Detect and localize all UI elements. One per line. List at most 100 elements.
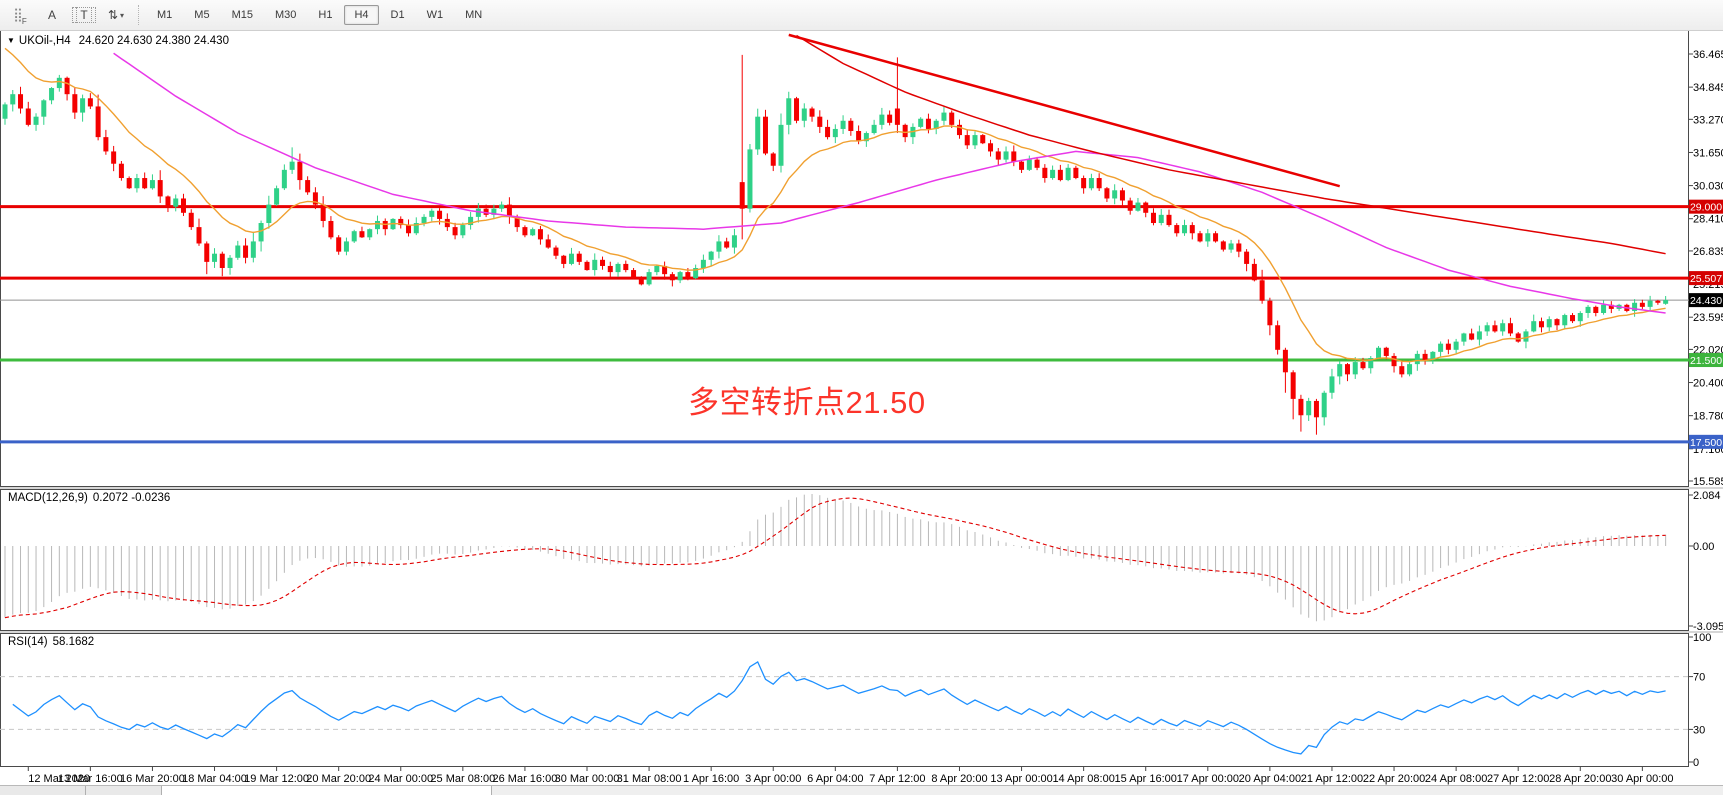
candle-body-down [64, 77, 70, 95]
pane-splitter[interactable] [0, 631, 1723, 633]
candle-body-down [142, 178, 148, 189]
pane-splitter[interactable] [0, 487, 1723, 489]
candle-body-down [770, 153, 776, 166]
candle-body-up [1050, 169, 1056, 179]
candle-body-up [250, 241, 256, 258]
candle-body-up [863, 133, 869, 142]
candle-body-up [832, 128, 838, 138]
candle-body-down [561, 255, 567, 264]
timeframe-button-h1[interactable]: H1 [318, 9, 333, 21]
macd-histogram [4, 494, 1667, 622]
candle-body-down [157, 180, 163, 197]
candle-body-up [1158, 214, 1164, 224]
symbol-dropdown-icon[interactable]: ▼ [7, 36, 15, 45]
price-axis-label: 28.410 [1693, 214, 1723, 226]
time-axis-label: 3 Apr 00:00 [745, 773, 801, 785]
candle-body-down [724, 241, 730, 248]
candle-body-down [95, 106, 101, 138]
price-axis-label: 30.030 [1693, 181, 1723, 193]
time-axis-label: 22 Apr 20:00 [1363, 773, 1425, 785]
chart-text-annotation[interactable]: 多空转折点21.50 [688, 385, 926, 420]
candle-body-down [1251, 263, 1257, 281]
candle-body-down [1081, 178, 1087, 189]
red-trendline[interactable] [788, 33, 1341, 188]
candle-body-up [1601, 304, 1607, 313]
candle-body-up [972, 135, 978, 146]
candle-body-up [10, 94, 16, 105]
candle-body-up [266, 204, 272, 224]
candle-body-up [1500, 323, 1506, 332]
macd-axis-label: -3.0957 [1693, 621, 1723, 633]
timeframe-button-w1[interactable]: W1 [426, 9, 444, 21]
timeframe-button-d1[interactable]: D1 [390, 9, 405, 21]
candle-body-up [871, 124, 877, 134]
status-segment[interactable] [0, 786, 86, 795]
candle-body-up [258, 223, 264, 242]
candle-body-down [576, 253, 582, 262]
candle-body-down [1236, 243, 1242, 252]
timeframe-button-m30[interactable]: M30 [274, 9, 297, 21]
candle-body-down [359, 231, 365, 238]
candle-body-up [1531, 321, 1537, 332]
status-segment[interactable] [86, 786, 162, 795]
price-axis[interactable]: 36.465 34.845 33.270 31.650 30.030 28.410 26.8… [1689, 49, 1723, 488]
time-axis-label: 13 Mar 16:00 [58, 773, 123, 785]
candle-body-down [607, 265, 613, 273]
rsi-pane[interactable] [0, 633, 1689, 767]
grid-f-icon[interactable]: ⣿ F [13, 7, 27, 26]
time-axis-label: 26 Mar 16:00 [493, 773, 558, 785]
candle-body-down [1282, 349, 1288, 373]
price-badge-text: 29.000 [1690, 202, 1722, 214]
candle-body-down [1298, 398, 1304, 416]
timeframe-button-h4[interactable]: H4 [344, 5, 379, 25]
candle-body-down [1143, 202, 1149, 213]
candle-body-down [111, 151, 117, 164]
status-bar [0, 785, 1723, 795]
text-box-icon[interactable]: T [70, 3, 98, 27]
indicator-arrows-icon[interactable]: ⇅ ▾ [107, 8, 125, 22]
candle-body-up [879, 114, 885, 125]
candle-body-up [1329, 376, 1335, 393]
text-cursor-icon[interactable]: A [47, 8, 56, 22]
symbol-ohlc-values: 24.620 24.630 24.380 24.430 [78, 35, 229, 47]
macd-axis-label: 0.00 [1693, 541, 1714, 553]
candle-body-down [305, 180, 311, 193]
candle-body-up [840, 120, 846, 129]
main-price-pane[interactable] [0, 30, 1689, 487]
candle-body-up [134, 178, 140, 189]
candle-body-down [988, 143, 994, 152]
candle-body-down [1267, 300, 1273, 326]
candle-body-up [778, 124, 784, 166]
macd-values: 0.2072 -0.0236 [92, 492, 171, 504]
candle-body-up [1484, 325, 1490, 332]
candle-body-down [1057, 169, 1063, 181]
timeframe-button-m1[interactable]: M1 [157, 9, 173, 21]
macd-axis-label: 2.084 [1693, 490, 1721, 502]
candle-body-up [646, 272, 652, 285]
candle-body-down [1507, 323, 1513, 334]
candle-body-up [429, 210, 435, 217]
candle-body-up [731, 235, 737, 248]
rsi-name: RSI(14) [8, 636, 48, 648]
chart-symbol-title: ▼ UKOil-,H4 24.620 24.630 24.380 24.430 [7, 35, 229, 47]
timeframe-button-mn[interactable]: MN [465, 9, 483, 21]
macd-pane[interactable] [0, 489, 1689, 631]
time-axis-label: 14 Apr 08:00 [1052, 773, 1114, 785]
candle-body-down [1422, 353, 1428, 361]
price-axis-label: 26.835 [1693, 246, 1723, 258]
candle-body-down [925, 118, 931, 129]
candle-body-up [1026, 159, 1032, 170]
time-axis-label: 24 Mar 00:00 [368, 773, 433, 785]
candle-body-down [118, 163, 124, 179]
candle-body-down [894, 108, 900, 125]
candle-body-down [506, 204, 512, 217]
rsi-axis-label: 0 [1693, 757, 1699, 769]
time-axis-label: 7 Apr 12:00 [869, 773, 925, 785]
timeframe-button-m15[interactable]: M15 [231, 9, 253, 21]
candle-body-down [669, 274, 675, 281]
candle-body-up [80, 98, 86, 113]
timeframe-button-m5[interactable]: M5 [194, 9, 210, 21]
price-axis-label: 15.585 [1693, 476, 1723, 488]
